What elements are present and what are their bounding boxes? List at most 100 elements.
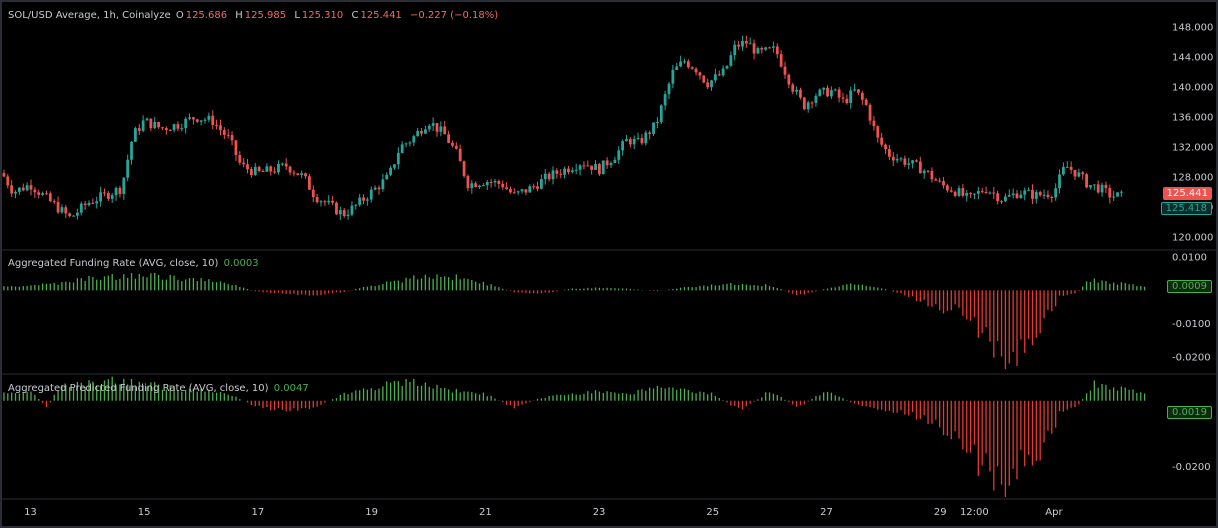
candle bbox=[632, 138, 636, 145]
close-value: 125.441 bbox=[360, 10, 402, 21]
candle bbox=[551, 170, 555, 180]
candle bbox=[953, 191, 957, 196]
candle bbox=[25, 185, 29, 191]
ohlc-legend: SOL/USD Average, 1h, Coinalyze O 125.686 … bbox=[8, 10, 503, 21]
candle bbox=[1000, 201, 1003, 203]
candle bbox=[60, 207, 64, 213]
candle bbox=[938, 180, 942, 182]
price-axis-tick: 132.000 bbox=[1172, 142, 1213, 153]
candle bbox=[1065, 166, 1069, 168]
candle bbox=[520, 189, 524, 192]
candle bbox=[1077, 172, 1081, 177]
candle bbox=[965, 192, 969, 196]
candle bbox=[172, 124, 176, 131]
predicted-funding-label[interactable]: Aggregated Predicted Funding Rate (AVG, … bbox=[8, 383, 269, 394]
candle bbox=[188, 117, 191, 119]
candle bbox=[1069, 166, 1073, 170]
candle bbox=[114, 187, 118, 196]
candle bbox=[512, 192, 516, 194]
candle bbox=[6, 176, 10, 186]
candle bbox=[872, 120, 876, 127]
candle bbox=[261, 171, 265, 173]
candle bbox=[505, 187, 508, 189]
candle bbox=[764, 47, 768, 50]
candle bbox=[192, 117, 195, 120]
candle bbox=[814, 95, 818, 103]
candle bbox=[493, 180, 497, 183]
candle bbox=[567, 168, 570, 173]
candle bbox=[292, 172, 296, 174]
candle bbox=[284, 163, 288, 167]
candle bbox=[439, 126, 443, 132]
candle bbox=[833, 89, 837, 91]
candle bbox=[679, 61, 682, 67]
candle bbox=[474, 183, 478, 188]
candle bbox=[79, 203, 83, 213]
candle bbox=[667, 83, 671, 95]
candle bbox=[714, 74, 717, 81]
time-axis-tick: 17 bbox=[252, 507, 265, 518]
candle bbox=[1096, 184, 1100, 193]
candle bbox=[103, 192, 106, 194]
candle bbox=[926, 170, 930, 172]
candle bbox=[737, 44, 740, 47]
candle bbox=[369, 189, 373, 200]
price-axis-tick: 144.000 bbox=[1172, 53, 1213, 64]
candle bbox=[799, 89, 802, 98]
candle bbox=[907, 163, 911, 165]
candle bbox=[880, 137, 884, 145]
candle bbox=[87, 202, 91, 206]
candle bbox=[543, 173, 547, 180]
candle bbox=[462, 161, 466, 176]
candle bbox=[1046, 194, 1050, 197]
candle bbox=[242, 162, 246, 165]
candle bbox=[791, 84, 795, 92]
funding-label[interactable]: Aggregated Funding Rate (AVG, close, 10) bbox=[8, 258, 219, 269]
candle bbox=[253, 166, 257, 176]
candle bbox=[315, 197, 319, 203]
candle bbox=[690, 67, 694, 69]
candle bbox=[1038, 192, 1042, 196]
candle bbox=[443, 126, 447, 135]
symbol-title[interactable]: SOL/USD Average, 1h, Coinalyze bbox=[8, 10, 171, 21]
candle bbox=[458, 148, 462, 162]
candle bbox=[996, 193, 1000, 202]
open-label: O bbox=[175, 10, 184, 21]
candle bbox=[106, 192, 110, 199]
price-axis-tick: 120.000 bbox=[1172, 232, 1213, 243]
candle bbox=[849, 90, 853, 104]
candle bbox=[532, 186, 536, 188]
candle bbox=[485, 181, 489, 186]
candle bbox=[760, 48, 764, 50]
candle bbox=[706, 82, 710, 88]
candle bbox=[83, 203, 87, 206]
candle bbox=[335, 202, 338, 215]
candle bbox=[729, 55, 733, 66]
candle bbox=[853, 89, 856, 91]
candle bbox=[845, 98, 849, 104]
candle bbox=[915, 160, 918, 162]
candle bbox=[300, 173, 304, 176]
time-axis-tick: 15 bbox=[138, 507, 151, 518]
candle bbox=[826, 87, 829, 97]
candle bbox=[366, 199, 369, 201]
candle bbox=[888, 149, 891, 157]
candle bbox=[308, 176, 311, 190]
candle bbox=[876, 126, 880, 138]
candle bbox=[497, 180, 501, 184]
pane-separators bbox=[0, 249, 1218, 500]
candle bbox=[1116, 192, 1119, 197]
candle bbox=[806, 102, 810, 110]
candle bbox=[269, 166, 273, 172]
candle bbox=[625, 139, 628, 142]
candle bbox=[694, 68, 698, 73]
candle bbox=[899, 158, 903, 160]
candle bbox=[195, 119, 199, 122]
candle bbox=[358, 197, 362, 205]
candle bbox=[582, 165, 586, 167]
candle bbox=[509, 188, 512, 193]
candle bbox=[168, 129, 172, 131]
candle bbox=[605, 160, 609, 166]
funding-axis-tick: -0.0100 bbox=[1172, 319, 1211, 330]
